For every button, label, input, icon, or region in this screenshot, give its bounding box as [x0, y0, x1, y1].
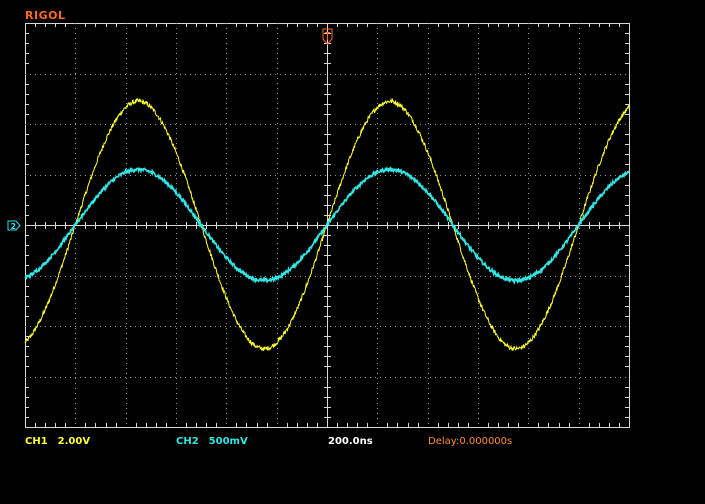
markers: 2 [7, 28, 333, 231]
delay-readout: Delay:0.000000s [428, 436, 513, 447]
ch1-label: CH1 [25, 436, 48, 447]
ground-marker-glyph: 2 [11, 222, 17, 231]
timebase-readout: 200.0ns [328, 436, 373, 447]
brand-logo: RIGOL [25, 9, 66, 22]
trace-ch2 [24, 165, 630, 286]
ch2-scale: 500mV [208, 436, 248, 447]
ground-marker-outline [7, 220, 21, 231]
ch2-status: CH2 500mV [176, 436, 248, 447]
channel-ground-marker-icon: 2 [7, 220, 21, 231]
ch2-label: CH2 [176, 436, 199, 447]
ch1-scale: 2.00V [57, 436, 91, 447]
trigger-position-marker-icon [322, 28, 333, 45]
graticule [25, 23, 630, 428]
ch1-status: CH1 2.00V [25, 436, 90, 447]
trigger-marker-outline [322, 28, 333, 45]
traces [24, 97, 630, 352]
